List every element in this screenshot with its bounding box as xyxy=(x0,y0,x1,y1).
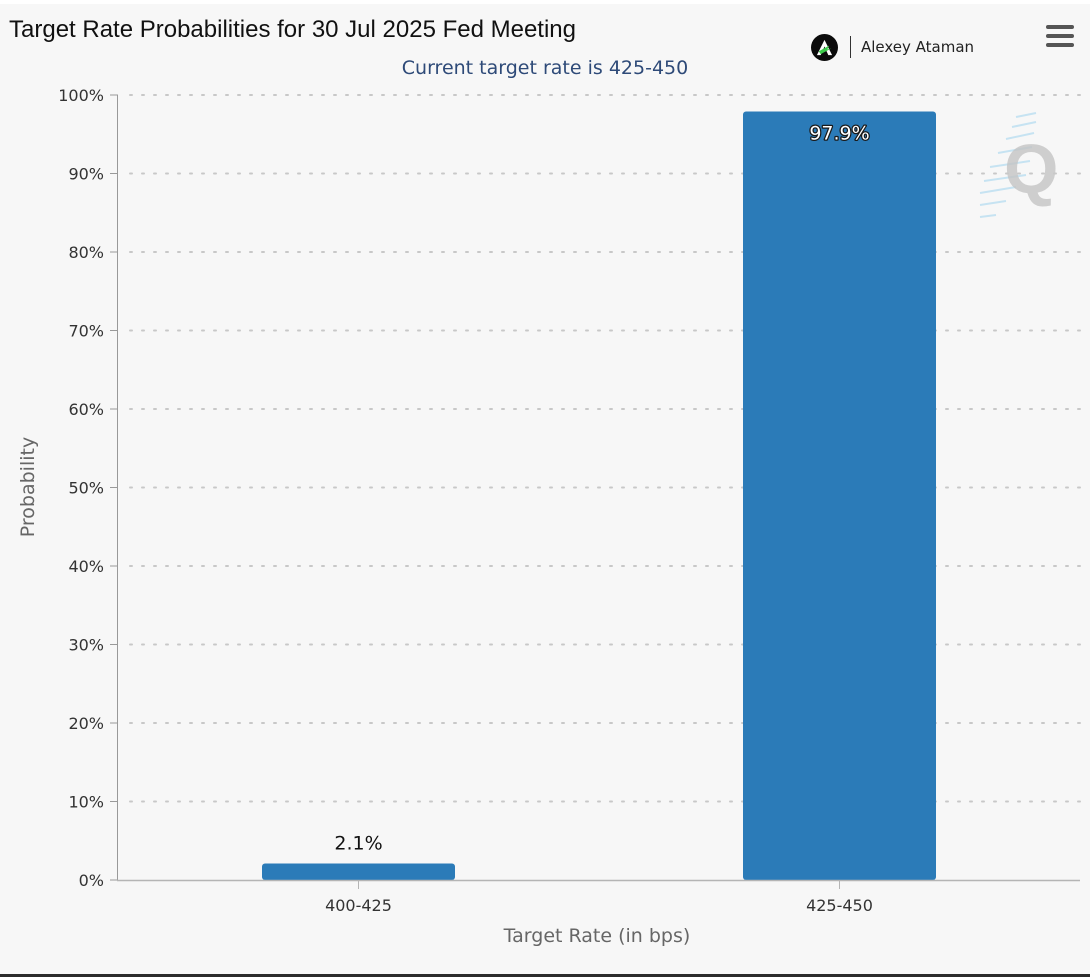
chart-title: Target Rate Probabilities for 30 Jul 202… xyxy=(9,16,576,43)
watermark-letter: Q xyxy=(1004,130,1058,208)
y-tick-label: 90% xyxy=(68,165,104,184)
bar-425-450 xyxy=(743,111,936,881)
author-name: Alexey Ataman xyxy=(861,38,975,56)
bar-400-425 xyxy=(262,863,455,880)
x-axis-title: Target Rate (in bps) xyxy=(503,925,691,947)
author-avatar-icon xyxy=(811,33,838,61)
y-tick-label: 10% xyxy=(68,793,104,812)
y-tick-label: 70% xyxy=(68,322,104,341)
top-strip xyxy=(0,0,1090,4)
y-tick-label: 0% xyxy=(79,871,104,890)
x-axis-ticks: 400-425 425-450 xyxy=(325,880,873,915)
y-tick-label: 40% xyxy=(68,557,104,576)
x-tick-label-425-450: 425-450 xyxy=(806,896,873,915)
hamburger-menu-icon[interactable] xyxy=(1046,25,1074,47)
chart-subtitle: Current target rate is 425-450 xyxy=(401,57,689,79)
data-label-425-450: 97.9% xyxy=(809,122,869,144)
author-separator xyxy=(850,36,851,58)
data-label-400-425: 2.1% xyxy=(334,833,382,855)
author-badge[interactable]: Alexey Ataman xyxy=(811,33,974,61)
x-tick-label-400-425: 400-425 xyxy=(325,896,392,915)
y-tick-label: 60% xyxy=(68,400,104,419)
grid-lines xyxy=(129,94,1081,803)
y-tick-label: 30% xyxy=(68,636,104,655)
y-tick-label: 100% xyxy=(58,86,104,105)
quikstrike-watermark-logo: Q xyxy=(979,112,1058,218)
y-tick-label: 50% xyxy=(68,479,104,498)
y-tick-label: 80% xyxy=(68,243,104,262)
y-axis-title: Probability xyxy=(17,437,39,537)
y-tick-label: 20% xyxy=(68,714,104,733)
data-labels: 2.1% 97.9% xyxy=(334,121,871,855)
bottom-border xyxy=(0,974,1090,977)
bars xyxy=(262,111,936,881)
y-axis-ticks: 0% 10% 20% 30% 40% 50% 60% 70% 80% 90% 100% xyxy=(58,86,118,890)
